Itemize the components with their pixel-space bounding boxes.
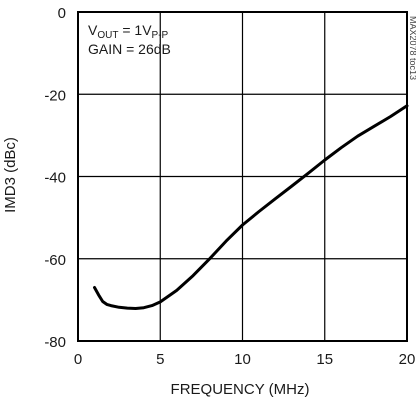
x-tick-label: 5: [156, 351, 164, 368]
x-axis-title: FREQUENCY (MHz): [171, 381, 310, 398]
y-tick-label: 0: [58, 5, 66, 22]
y-tick-labels: 0 -20 -40 -60 -80: [44, 5, 66, 351]
plot-frame: [77, 11, 408, 342]
x-tick-label: 0: [74, 351, 82, 368]
gain-annotation: GAIN = 26dB: [88, 41, 171, 57]
vout-annotation: VOUT = 1VP-P: [88, 22, 169, 41]
x-tick-label: 15: [316, 351, 333, 368]
y-tick-label: -40: [44, 170, 66, 187]
x-tick-labels: 0 5 10 15 20: [74, 351, 416, 368]
figure-id: MAX2078 toc13: [408, 16, 416, 80]
x-tick-label: 10: [234, 351, 251, 368]
x-tick-label: 20: [399, 351, 416, 368]
y-axis-title: IMD3 (dBc): [2, 137, 19, 213]
y-tick-label: -20: [44, 87, 66, 104]
y-tick-label: -80: [44, 334, 66, 351]
grid-lines: [78, 12, 407, 341]
imd3-series-line: [93, 104, 409, 310]
y-tick-label: -60: [44, 252, 66, 269]
